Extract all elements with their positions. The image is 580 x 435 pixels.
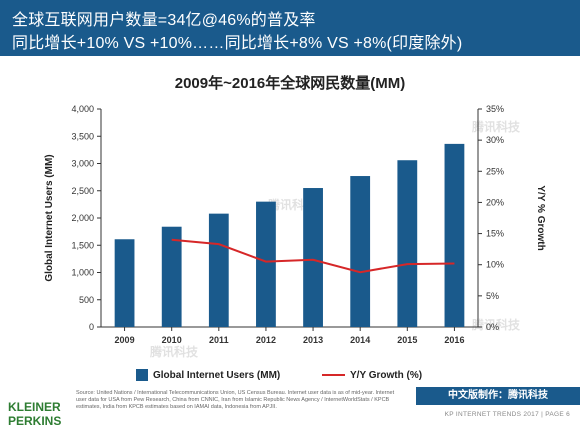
source-note: Source: United Nations / International T… [76, 390, 395, 410]
legend-label-bar: Global Internet Users (MM) [153, 370, 280, 381]
bar [256, 201, 276, 327]
watermark: 腾讯科技 [150, 345, 199, 359]
y2-tick-label: 30% [486, 135, 504, 145]
legend-label-line: Y/Y Growth (%) [350, 370, 422, 381]
y2-tick-label: 35% [486, 104, 504, 114]
slide-header: 全球互联网用户数量=34亿@46%的普及率 同比增长+10% VS +10%……… [0, 0, 580, 56]
y-tick-label: 0 [89, 322, 94, 332]
y2-tick-label: 15% [486, 229, 504, 239]
y-tick-label: 3,500 [71, 131, 94, 141]
bar [303, 188, 323, 327]
y-tick-label: 1,000 [71, 268, 94, 278]
bar [397, 160, 418, 327]
y2-tick-label: 0% [486, 322, 499, 332]
bar [350, 176, 371, 327]
x-tick-label: 2014 [350, 335, 370, 345]
x-tick-label: 2015 [397, 335, 417, 345]
growth-line [171, 238, 455, 274]
x-tick-label: 2011 [209, 335, 229, 345]
bar-series [114, 143, 465, 327]
bar [114, 239, 135, 327]
y-axis-title: Global Internet Users (MM) [44, 154, 55, 281]
y2-tick-label: 5% [486, 291, 499, 301]
kleiner-perkins-logo: KLEINER PERKINS [8, 400, 68, 428]
page-footer: KP INTERNET TRENDS 2017 | PAGE 6 [444, 411, 570, 418]
chart-title: 2009年~2016年全球网民数量(MM) [174, 75, 406, 92]
headline-line-2: 同比增长+10% VS +10%……同比增长+8% VS +8%(印度除外) [12, 35, 463, 52]
y-tick-label: 3,000 [71, 159, 94, 169]
logo-line-2: PERKINS [8, 414, 62, 428]
y2-tick-label: 20% [486, 197, 504, 207]
watermark: 腾讯科技 [472, 120, 521, 134]
x-tick-label: 2009 [115, 335, 135, 345]
bar [444, 143, 465, 327]
y2-tick-label: 10% [486, 260, 504, 270]
y-tick-label: 500 [79, 295, 94, 305]
translator-badge: 中文版制作：腾讯科技 [416, 387, 580, 405]
bar [208, 213, 229, 327]
watermark: 腾讯科技 [472, 318, 521, 332]
bar [161, 226, 182, 327]
x-tick-label: 2010 [162, 335, 182, 345]
y-tick-label: 2,000 [71, 213, 94, 223]
y2-axis-title: Y/Y % Growth [535, 185, 546, 250]
x-tick-label: 2013 [303, 335, 323, 345]
y-tick-label: 1,500 [71, 240, 94, 250]
logo-line-1: KLEINER [8, 400, 61, 414]
growth-line-series [171, 238, 455, 274]
chart-axes: 0 500 1,000 1,500 2,000 2,500 3,000 3,500 4,000 0… [44, 104, 546, 345]
legend-swatch-bar [136, 369, 148, 381]
chart-legend: Global Internet Users (MM) Y/Y Growth (%) [136, 369, 422, 381]
x-tick-label: 2016 [444, 335, 464, 345]
x-tick-label: 2012 [256, 335, 276, 345]
headline-line-1: 全球互联网用户数量=34亿@46%的普及率 [12, 12, 316, 29]
y-tick-label: 4,000 [71, 104, 94, 114]
y-tick-label: 2,500 [71, 186, 94, 196]
y2-tick-label: 25% [486, 166, 504, 176]
